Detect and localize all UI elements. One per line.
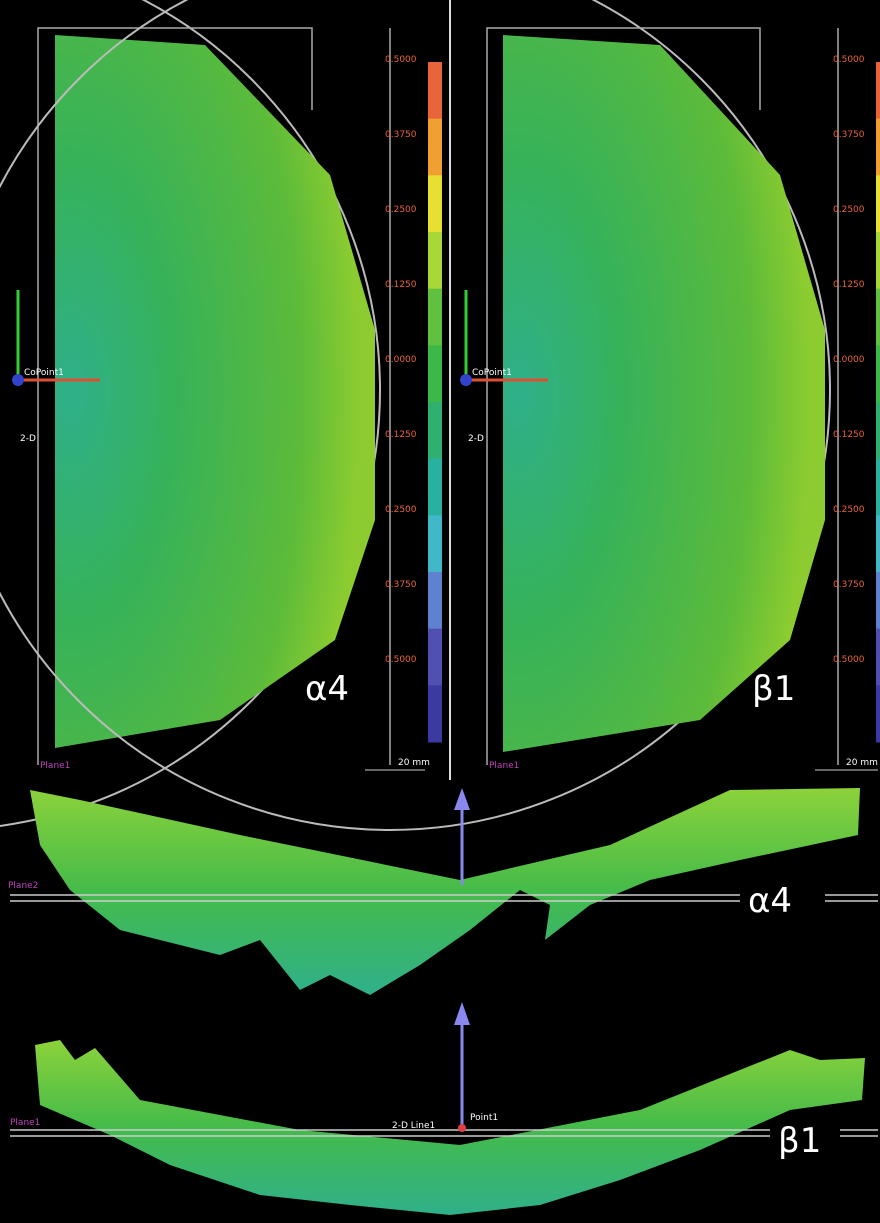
color-tick-label: 0.5000 — [385, 655, 417, 665]
color-tick-label: 0.1250 — [385, 280, 417, 290]
color-swatch — [876, 119, 880, 176]
color-swatch — [876, 572, 880, 629]
color-tick-label: 0.2500 — [833, 205, 865, 215]
origin-label: CoPoint1 — [24, 368, 64, 378]
color-tick-label: 0.2500 — [385, 505, 417, 515]
point — [458, 1124, 466, 1132]
plane-label: Plane1 — [10, 1118, 40, 1128]
line-label: 2-D Line1 — [392, 1121, 435, 1131]
color-tick-label: 0.3750 — [385, 580, 417, 590]
color-tick-label: 0.3750 — [833, 130, 865, 140]
page: CoPoint1 2-D Plane1 α4 20 mm 0.5000 0.375… — [0, 0, 880, 1223]
color-swatch — [428, 459, 442, 516]
line-label: 2-D — [468, 434, 484, 444]
color-tick-label: 0.2500 — [385, 205, 417, 215]
color-tick-label: 0.5000 — [833, 55, 865, 65]
panel-label: β1 — [752, 669, 795, 709]
color-swatch — [876, 175, 880, 232]
color-swatch — [428, 119, 442, 176]
color-tick-label: 0.3750 — [385, 130, 417, 140]
point-label: Point1 — [470, 1113, 498, 1123]
color-swatch — [876, 515, 880, 572]
color-swatch — [428, 175, 442, 232]
panel-label: α4 — [305, 669, 349, 709]
color-tick-label: 0.5000 — [385, 55, 417, 65]
plane-label: Plane1 — [489, 761, 519, 771]
origin — [460, 374, 472, 386]
color-swatch — [428, 232, 442, 289]
color-swatch — [428, 402, 442, 459]
color-swatch — [428, 62, 442, 119]
plane-label: Plane1 — [40, 761, 70, 771]
color-tick-label: 0.3750 — [833, 580, 865, 590]
origin — [12, 374, 24, 386]
color-swatch — [876, 459, 880, 516]
figure: CoPoint1 2-D Plane1 α4 20 mm 0.5000 0.375… — [0, 0, 880, 1223]
color-swatch — [876, 62, 880, 119]
color-swatch — [428, 345, 442, 402]
scale-label: 20 mm — [398, 758, 430, 768]
color-swatch — [876, 345, 880, 402]
color-tick-label: 0.2500 — [833, 505, 865, 515]
color-swatch — [876, 629, 880, 686]
color-swatch — [428, 515, 442, 572]
color-swatch — [876, 685, 880, 742]
color-swatch — [876, 402, 880, 459]
origin-label: CoPoint1 — [472, 368, 512, 378]
color-swatch — [428, 685, 442, 742]
color-tick-label: 0.0000 — [385, 355, 417, 365]
color-tick-label: 0.5000 — [833, 655, 865, 665]
color-tick-label: 0.1250 — [833, 430, 865, 440]
color-tick-label: 0.1250 — [833, 280, 865, 290]
color-swatch — [428, 572, 442, 629]
section-label: α4 — [748, 881, 792, 921]
color-swatch — [428, 629, 442, 686]
plane-label: Plane2 — [8, 881, 38, 891]
color-tick-label: 0.1250 — [385, 430, 417, 440]
scale-label: 20 mm — [846, 758, 878, 768]
color-swatch — [876, 232, 880, 289]
color-swatch — [428, 289, 442, 346]
line-label: 2-D — [20, 434, 36, 444]
section-label: β1 — [778, 1121, 821, 1161]
color-tick-label: 0.0000 — [833, 355, 865, 365]
color-swatch — [876, 289, 880, 346]
